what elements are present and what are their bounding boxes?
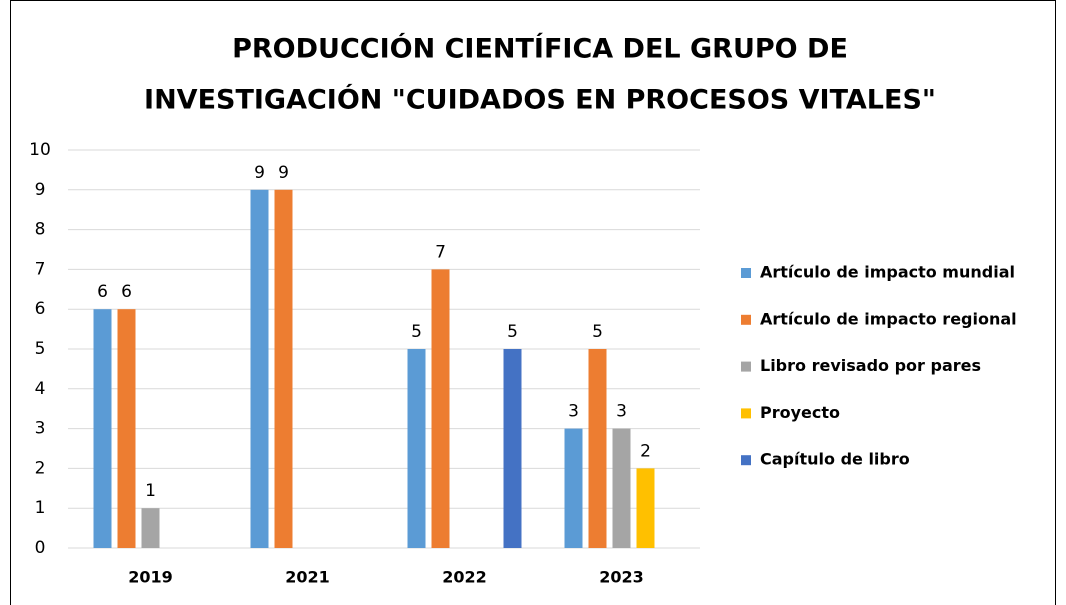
data-label: 5 [592,322,603,342]
legend-label: Artículo de impacto mundial [760,263,1015,282]
x-tick-label: 2022 [442,568,487,587]
data-label: 5 [411,322,422,342]
bar [141,508,160,548]
bar [407,349,426,548]
y-tick-label: 3 [35,419,46,439]
bar [612,428,631,548]
data-label: 9 [278,163,289,183]
bar [431,269,450,548]
bar [250,189,269,549]
y-tick-label: 10 [29,140,51,160]
legend-label: Artículo de impacto regional [760,309,1017,328]
bar [503,349,522,548]
legend-swatch [741,408,751,419]
y-tick-label: 1 [35,498,46,518]
bar [274,189,293,549]
chart-title: INVESTIGACIÓN "CUIDADOS EN PROCESOS VITA… [144,84,936,116]
legend-label: Proyecto [760,403,840,422]
y-tick-label: 7 [35,259,46,279]
data-label: 6 [121,282,132,302]
y-tick-label: 0 [35,538,46,558]
legend-swatch [741,268,751,278]
data-label: 1 [145,481,156,501]
data-label: 6 [97,282,108,302]
data-label: 3 [616,402,627,422]
y-tick-label: 5 [35,339,46,359]
y-tick-label: 2 [35,458,46,478]
chart-title: PRODUCCIÓN CIENTÍFICA DEL GRUPO DE [232,33,848,65]
y-tick-label: 9 [35,180,46,200]
legend-swatch [741,314,751,325]
x-tick-label: 2021 [285,568,330,587]
bar [636,468,655,548]
bar [564,428,583,548]
legend-swatch [741,361,751,372]
legend-label: Capítulo de libro [760,450,910,469]
bar [588,349,607,548]
bar [93,309,112,548]
y-tick-label: 6 [35,299,46,319]
x-tick-label: 2019 [128,568,173,587]
y-tick-label: 4 [35,379,46,399]
bar [117,309,136,548]
data-label: 3 [568,402,579,422]
data-label: 7 [435,242,446,262]
y-tick-label: 8 [35,220,46,240]
legend-label: Libro revisado por pares [760,356,981,375]
chart-frame [10,0,1056,605]
legend-swatch [741,455,751,466]
x-tick-label: 2023 [599,568,644,587]
data-label: 9 [254,163,265,183]
data-label: 2 [640,441,651,461]
data-label: 5 [507,322,518,342]
